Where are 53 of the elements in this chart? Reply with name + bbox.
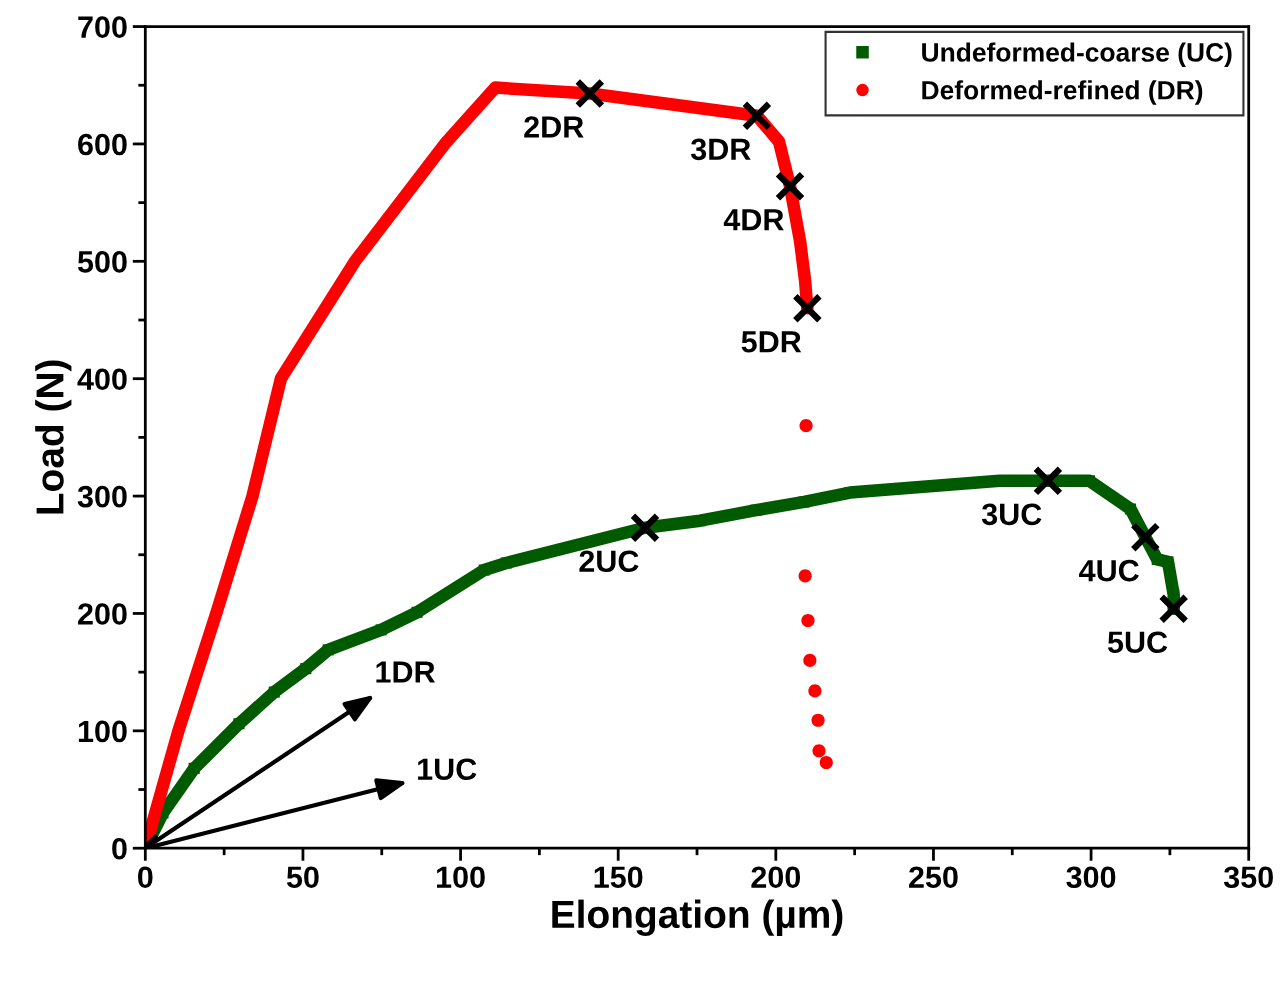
y-tick-label: 300 [77,485,127,508]
point [801,613,815,628]
point [268,686,280,698]
x-tick-label: 250 [909,866,958,889]
point [188,762,200,774]
annotation: 5DR [741,331,802,353]
point [812,744,826,758]
y-tick-label: 100 [78,720,127,743]
point [1032,465,1064,496]
y-tick-label: 700 [78,16,127,38]
point [574,78,605,109]
point [741,100,773,131]
point [1158,593,1189,624]
x-tick-label: 200 [751,866,801,889]
point [819,755,833,770]
x-tick-label: 50 [286,866,319,889]
y-tick-label: 600 [78,133,127,156]
point [300,663,312,675]
point [411,606,423,618]
annotation: 2DR [524,116,584,138]
annotation: 5UC [1107,631,1168,654]
annotation: 1UC [418,758,477,781]
point [798,569,812,583]
x-tick-label: 350 [1223,866,1273,889]
y-tick-label: 500 [77,251,127,273]
point [803,653,817,667]
point [792,293,823,324]
y-tick-label: 0 [112,837,127,860]
x-tick-label: 300 [1066,866,1116,889]
annotation: 2UC [579,550,639,573]
annotation: 4DR [723,209,784,231]
annotation: 3DR [690,138,751,161]
point [799,419,813,433]
point [1124,503,1137,515]
point [1130,522,1161,553]
point [774,171,806,202]
legend-label: Deformed-refined (DR) [922,80,1203,105]
point [811,713,825,727]
annotation: 3UC [981,503,1042,526]
x-axis-title: Elongation (µm) [552,899,843,937]
annotation: 4UC [1079,559,1139,582]
x-tick-label: 0 [138,866,153,889]
annotation: 1DR [376,661,435,683]
legend-label: Undeformed-coarse (UC) [922,42,1232,67]
y-axis-title: Load (N) [35,360,72,514]
point [629,512,661,543]
point [808,684,822,698]
y-tick-label: 400 [77,368,127,391]
x-tick-label: 150 [594,866,643,889]
y-tick-label: 200 [78,603,127,625]
x-tick-label: 100 [437,866,485,889]
point [478,564,490,576]
point [233,718,245,730]
